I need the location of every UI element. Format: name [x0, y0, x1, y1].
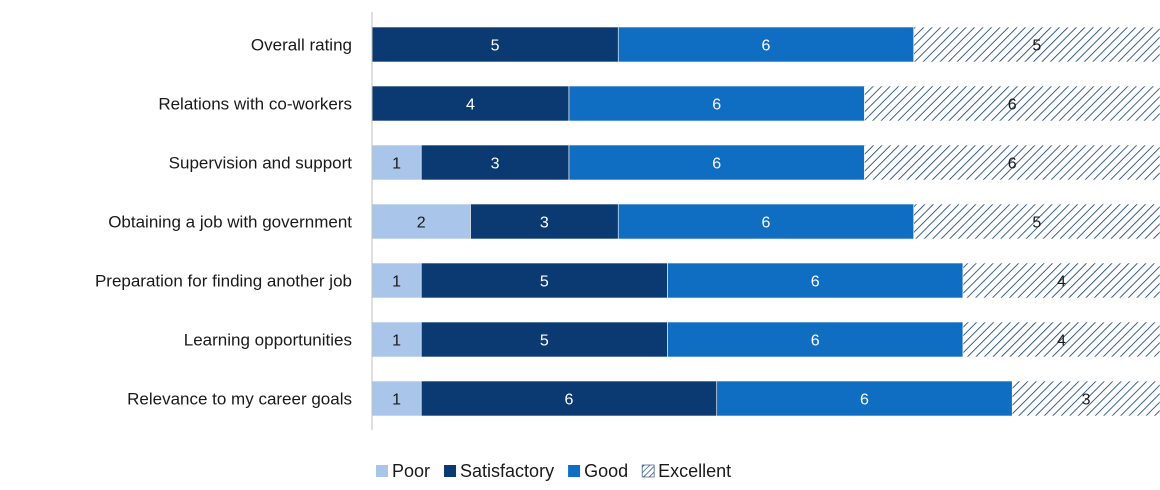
category-labels: Overall rating Relations with co-workers S…	[95, 36, 352, 409]
data-label-good-learning-opportunities: 6	[811, 333, 820, 350]
category-label-learning-opportunities: Learning opportunities	[184, 331, 352, 350]
data-label-good-overall-rating: 6	[762, 38, 771, 55]
data-label-satisfactory-relations-with-co-workers: 4	[466, 97, 475, 114]
data-label-satisfactory-learning-opportunities: 5	[540, 333, 549, 350]
data-label-satisfactory-preparation-for-finding-another-job: 5	[540, 274, 549, 291]
category-label-overall-rating: Overall rating	[251, 36, 352, 55]
bars: 5 6 5 4 6 6 1 3 6 6 2 3 6 5 1 5 6 4 1 5 6 4 1 6 6 3	[372, 27, 1160, 416]
legend-swatch-satisfactory	[444, 465, 456, 477]
data-label-excellent-learning-opportunities: 4	[1057, 333, 1066, 350]
legend-label-poor: Poor	[392, 461, 430, 481]
data-label-good-obtaining-a-job-with-government: 6	[762, 215, 771, 232]
data-label-excellent-relations-with-co-workers: 6	[1008, 97, 1017, 114]
legend-swatch-excellent	[642, 465, 654, 477]
data-label-excellent-supervision-and-support: 6	[1008, 156, 1017, 173]
category-label-relevance-to-my-career-goals: Relevance to my career goals	[127, 390, 352, 409]
data-label-excellent-relevance-to-my-career-goals: 3	[1082, 392, 1091, 409]
data-label-satisfactory-obtaining-a-job-with-government: 3	[540, 215, 549, 232]
data-label-satisfactory-supervision-and-support: 3	[491, 156, 500, 173]
legend-label-good: Good	[584, 461, 628, 481]
legend-label-satisfactory: Satisfactory	[460, 461, 554, 481]
data-label-poor-preparation-for-finding-another-job: 1	[392, 274, 401, 291]
category-label-obtaining-a-job-with-government: Obtaining a job with government	[108, 213, 352, 232]
data-label-satisfactory-relevance-to-my-career-goals: 6	[565, 392, 574, 409]
data-label-satisfactory-overall-rating: 5	[491, 38, 500, 55]
data-label-poor-relevance-to-my-career-goals: 1	[392, 392, 401, 409]
data-label-good-supervision-and-support: 6	[712, 156, 721, 173]
data-label-excellent-overall-rating: 5	[1032, 38, 1041, 55]
legend-swatch-good	[568, 465, 580, 477]
data-label-poor-supervision-and-support: 1	[392, 156, 401, 173]
data-label-poor-learning-opportunities: 1	[392, 333, 401, 350]
data-label-good-relations-with-co-workers: 6	[712, 97, 721, 114]
data-label-good-preparation-for-finding-another-job: 6	[811, 274, 820, 291]
legend: Poor Satisfactory Good Excellent	[376, 461, 731, 481]
data-label-poor-obtaining-a-job-with-government: 2	[417, 215, 426, 232]
category-label-relations-with-co-workers: Relations with co-workers	[158, 95, 352, 114]
category-label-supervision-and-support: Supervision and support	[169, 154, 353, 173]
category-label-preparation-for-finding-another-job: Preparation for finding another job	[95, 272, 352, 291]
legend-swatch-poor	[376, 465, 388, 477]
legend-label-excellent: Excellent	[658, 461, 731, 481]
data-label-good-relevance-to-my-career-goals: 6	[860, 392, 869, 409]
data-label-excellent-obtaining-a-job-with-government: 5	[1032, 215, 1041, 232]
data-label-excellent-preparation-for-finding-another-job: 4	[1057, 274, 1066, 291]
